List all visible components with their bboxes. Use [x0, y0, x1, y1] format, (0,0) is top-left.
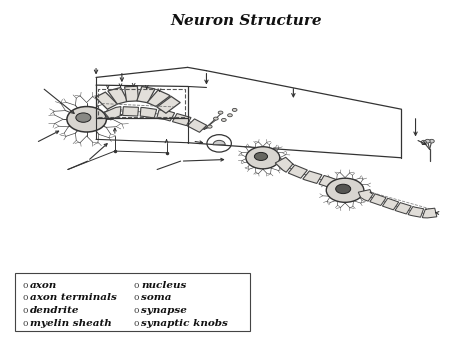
Ellipse shape	[228, 114, 232, 117]
Polygon shape	[157, 96, 180, 113]
Polygon shape	[422, 208, 437, 218]
Polygon shape	[104, 106, 122, 120]
Polygon shape	[123, 107, 138, 116]
Text: nucleus: nucleus	[141, 280, 187, 290]
Bar	[99, 89, 185, 117]
Text: o: o	[22, 293, 28, 302]
Text: dendrite: dendrite	[30, 306, 80, 315]
Polygon shape	[108, 87, 128, 104]
Polygon shape	[275, 157, 293, 172]
Text: soma: soma	[141, 293, 172, 302]
Polygon shape	[288, 165, 307, 178]
Circle shape	[425, 139, 430, 143]
Polygon shape	[147, 90, 170, 107]
Polygon shape	[303, 171, 322, 183]
Polygon shape	[95, 92, 118, 109]
Ellipse shape	[232, 108, 237, 112]
Wedge shape	[213, 140, 225, 145]
Text: o: o	[22, 280, 28, 290]
Ellipse shape	[255, 153, 267, 160]
Text: o: o	[134, 293, 139, 302]
Text: myelin sheath: myelin sheath	[30, 319, 112, 328]
Polygon shape	[319, 176, 337, 188]
Ellipse shape	[67, 106, 106, 132]
Ellipse shape	[208, 125, 212, 128]
Ellipse shape	[218, 111, 223, 114]
Bar	[15, 273, 250, 331]
Ellipse shape	[221, 118, 226, 121]
Polygon shape	[157, 110, 174, 121]
Text: o: o	[22, 319, 28, 328]
Text: axon terminals: axon terminals	[30, 293, 117, 302]
Polygon shape	[187, 119, 207, 132]
Circle shape	[421, 140, 426, 144]
Polygon shape	[358, 190, 374, 201]
Text: axon: axon	[30, 280, 57, 290]
Text: o: o	[134, 280, 139, 290]
Text: o: o	[134, 306, 139, 315]
Text: o: o	[134, 319, 139, 328]
Polygon shape	[370, 194, 386, 205]
Polygon shape	[137, 86, 155, 103]
Polygon shape	[408, 206, 424, 217]
Circle shape	[429, 139, 434, 143]
Polygon shape	[395, 203, 411, 214]
Polygon shape	[383, 198, 399, 210]
Text: synaptic knobs: synaptic knobs	[141, 319, 228, 328]
Ellipse shape	[246, 147, 280, 169]
Polygon shape	[173, 114, 191, 126]
Ellipse shape	[76, 113, 91, 122]
Ellipse shape	[213, 117, 218, 120]
Text: Neuron Structure: Neuron Structure	[171, 14, 322, 28]
Ellipse shape	[326, 178, 364, 202]
Text: synapse: synapse	[141, 306, 187, 315]
Ellipse shape	[336, 184, 351, 194]
Text: o: o	[22, 306, 28, 315]
Polygon shape	[125, 86, 138, 101]
Polygon shape	[140, 107, 157, 118]
